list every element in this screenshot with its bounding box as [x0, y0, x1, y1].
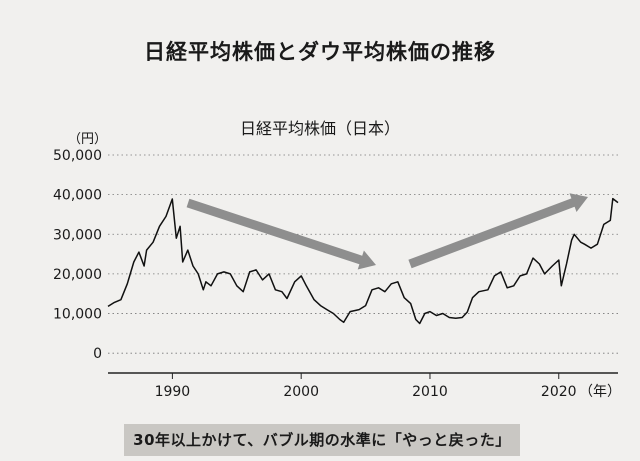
series-group [107, 197, 619, 325]
chart-title: 日経平均株価（日本） [239, 119, 400, 138]
x-tick-label: 2020 [541, 384, 577, 400]
y-tick-label: 0 [93, 346, 102, 362]
x-axis: 1990 2000 2010 2020 （年） [108, 372, 621, 400]
y-tick-label: 40,000 [53, 188, 102, 204]
trend-arrows [186, 193, 588, 270]
up-trend-arrow [408, 193, 588, 269]
x-tick-label: 2010 [412, 384, 448, 400]
y-tick-label: 50,000 [53, 148, 102, 164]
series-line [107, 197, 619, 325]
caption-banner: 30年以上かけて、バブル期の水準に「やっと戻った」 [124, 424, 520, 456]
y-tick-label: 20,000 [53, 267, 102, 283]
page-title: 日経平均株価とダウ平均株価の推移 [144, 40, 496, 64]
y-unit-label: （円） [68, 132, 108, 147]
down-trend-arrow [186, 198, 376, 270]
x-tick-label: 1990 [155, 384, 191, 400]
y-tick-label: 30,000 [53, 227, 102, 243]
x-tick-label: 2000 [283, 384, 319, 400]
y-axis-ticks: 0 10,000 20,000 30,000 40,000 50,000 [53, 148, 102, 362]
x-unit-label: （年） [579, 384, 621, 400]
y-tick-label: 10,000 [53, 307, 102, 323]
